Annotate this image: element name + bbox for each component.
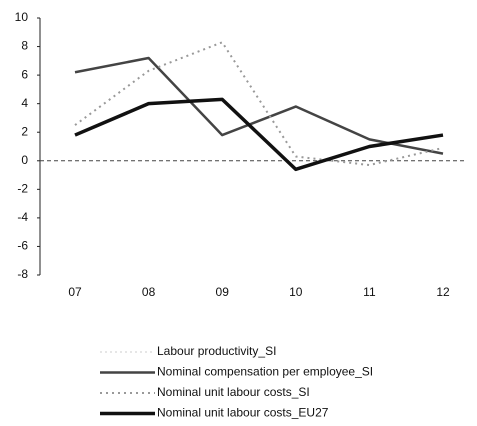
series-line <box>74 56 444 155</box>
legend-label: Nominal unit labour costs_EU27 <box>157 406 329 420</box>
y-tick-label: -4 <box>17 210 28 224</box>
y-tick-label: -6 <box>17 239 28 253</box>
legend-label: Nominal unit labour costs_SI <box>157 385 310 399</box>
y-tick-label: -8 <box>17 267 28 281</box>
x-tick-label: 08 <box>142 285 156 299</box>
y-tick-label: 10 <box>15 10 29 24</box>
x-tick-label: 12 <box>436 285 450 299</box>
x-tick-label: 09 <box>216 285 230 299</box>
y-tick-label: 8 <box>21 39 28 53</box>
y-tick-label: 0 <box>21 153 28 167</box>
legend-label: Nominal compensation per employee_SI <box>157 365 373 379</box>
x-tick-label: 10 <box>289 285 303 299</box>
legend-label: Labour productivity_SI <box>157 344 276 358</box>
x-tick-label: 11 <box>363 285 376 299</box>
y-tick-label: -2 <box>17 182 28 196</box>
series-line <box>74 97 444 172</box>
y-tick-label: 4 <box>21 96 28 110</box>
y-tick-label: 2 <box>21 124 28 138</box>
y-tick-label: 6 <box>21 67 28 81</box>
x-tick-label: 07 <box>68 285 82 299</box>
